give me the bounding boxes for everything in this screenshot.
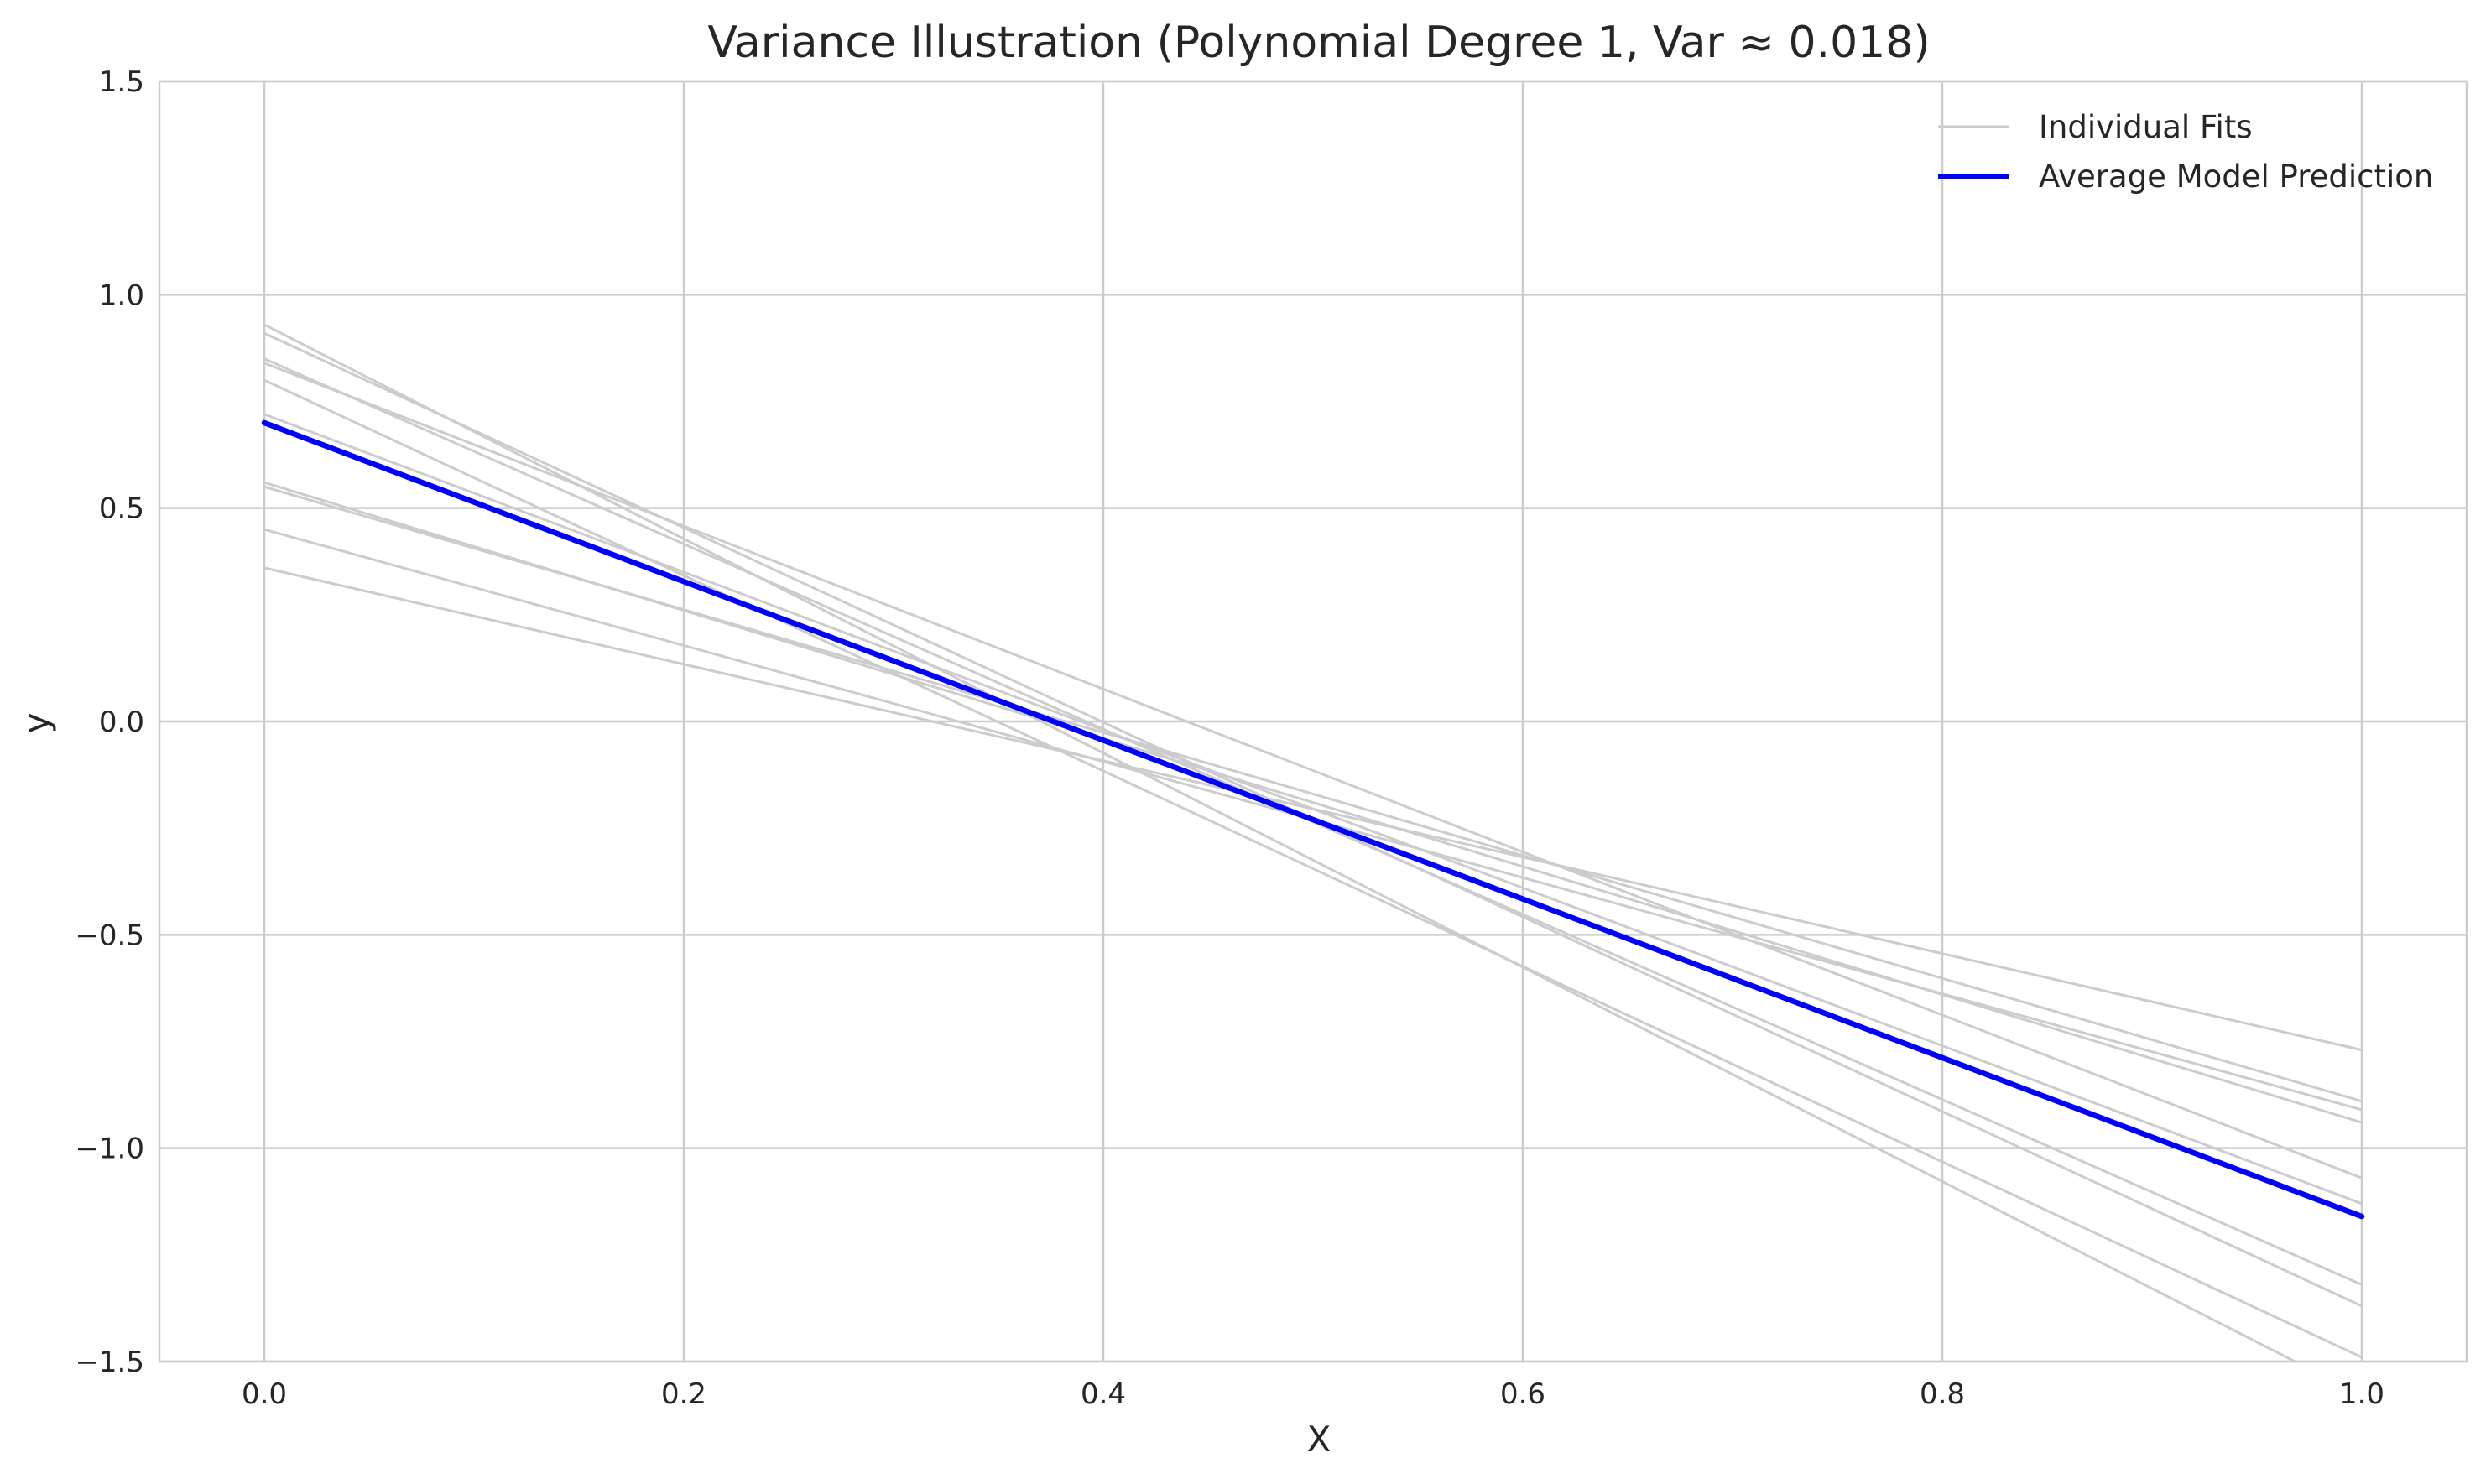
average-model-line — [261, 419, 2365, 1220]
legend-label-average: Average Model Prediction — [2039, 159, 2433, 195]
x-tick-label: 0.8 — [1920, 1377, 1965, 1411]
plot-frame — [158, 80, 2468, 1363]
x-axis-label: X — [1307, 1419, 1331, 1460]
individual-fit-line — [263, 323, 2298, 1362]
legend-label-individual-fits: Individual Fits — [2039, 109, 2253, 145]
x-tick-labels: 0.0 0.2 0.4 0.6 0.8 1.0 — [242, 1377, 2384, 1411]
grid — [159, 80, 2467, 1363]
x-tick-label: 0.2 — [661, 1377, 706, 1411]
x-tick-label: 0.4 — [1081, 1377, 1126, 1411]
y-tick-label: −0.5 — [75, 919, 144, 952]
individual-fit-line — [263, 485, 2363, 1103]
x-tick-label: 0.6 — [1500, 1377, 1545, 1411]
y-tick-label: 0.5 — [99, 492, 144, 526]
y-tick-label: 1.0 — [99, 279, 144, 312]
y-tick-labels: −1.5 −1.0 −0.5 0.0 0.5 1.0 1.5 — [75, 65, 144, 1379]
average-line-group — [261, 419, 2365, 1220]
y-axis-label: y — [16, 713, 57, 734]
y-tick-label: 1.5 — [99, 65, 144, 99]
individual-fit-line — [263, 566, 2363, 1052]
individual-fits — [263, 323, 2363, 1362]
y-tick-label: 0.0 — [99, 706, 144, 739]
chart-title: Variance Illustration (Polynomial Degree… — [707, 18, 1930, 68]
y-tick-label: −1.0 — [75, 1133, 144, 1166]
individual-fit-line — [263, 378, 2363, 1359]
individual-fit-line — [263, 362, 2363, 1179]
x-tick-label: 1.0 — [2339, 1377, 2384, 1411]
y-tick-label: −1.5 — [75, 1346, 144, 1379]
x-tick-label: 0.0 — [242, 1377, 287, 1411]
legend: Individual Fits Average Model Prediction — [1938, 109, 2433, 195]
